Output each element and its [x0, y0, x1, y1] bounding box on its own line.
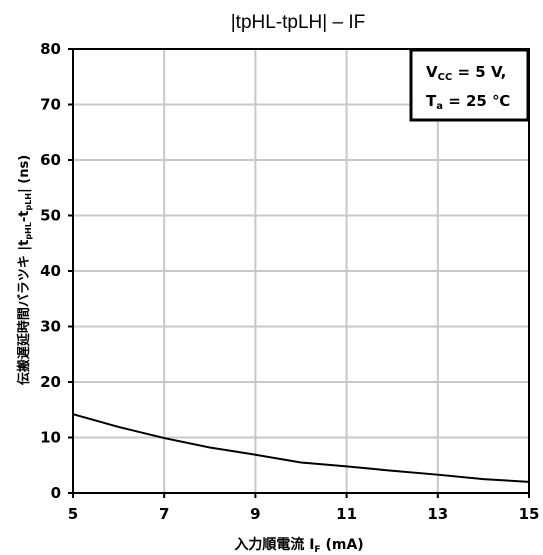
annotation-line2-subscript: a [436, 101, 443, 112]
y-tick-label-8: 80 [40, 40, 61, 58]
y-axis-label-mid: -t [17, 211, 32, 223]
tick-labels: 5 7 9 11 13 15 0 10 20 30 40 50 60 70 80 [40, 40, 539, 523]
x-axis-label-main: 入力順電流 I [234, 536, 314, 553]
x-tick-label-3: 11 [336, 505, 357, 523]
y-axis-label: 伝搬遅延時間バラツキ |tpHL-tpLH| (ns) [16, 155, 33, 385]
x-axis-label: 入力順電流 IF (mA) [234, 536, 363, 555]
series-line-0 [72, 413, 530, 483]
condition-annotation: VCC = 5 V, Ta = 25 ℃ [409, 48, 530, 122]
y-axis-label-unit: | (ns) [17, 155, 32, 193]
series-layer [72, 413, 530, 483]
y-axis-label-subscript-2: pLH [24, 193, 33, 211]
y-tick-label-4: 40 [40, 262, 61, 280]
y-axis-label-subscript-1: pHL [24, 222, 33, 240]
svg-text:VCC = 5 V,: VCC = 5 V, [426, 63, 506, 83]
x-tick-label-0: 5 [68, 505, 78, 523]
y-tick-label-5: 50 [40, 207, 61, 225]
y-tick-label-0: 0 [51, 484, 61, 502]
x-axis-label-subscript: F [314, 545, 320, 555]
y-tick-label-2: 20 [40, 373, 61, 391]
y-tick-label-1: 10 [40, 429, 61, 447]
axes-layer [68, 48, 530, 498]
annotation-line1-subscript: CC [438, 72, 453, 83]
y-tick-label-6: 60 [40, 151, 61, 169]
y-axis-label-main: 伝搬遅延時間バラツキ |t [16, 240, 32, 386]
x-tick-label-5: 15 [519, 505, 540, 523]
chart-title: |tpHL-tpLH| – IF [231, 12, 365, 33]
svg-text:Ta = 25 ℃: Ta = 25 ℃ [426, 92, 510, 112]
x-tick-label-2: 9 [250, 505, 260, 523]
x-tick-label-4: 13 [427, 505, 448, 523]
x-tick-label-1: 7 [159, 505, 169, 523]
annotation-line1-suffix: = 5 V, [452, 63, 506, 81]
annotation-line2-prefix: T [426, 92, 437, 110]
y-tick-label-7: 70 [40, 96, 61, 114]
annotation-line2-suffix: = 25 ℃ [443, 92, 510, 110]
y-tick-label-3: 30 [40, 318, 61, 336]
annotation-line1-prefix: V [426, 63, 438, 81]
x-axis-label-unit: (mA) [321, 537, 364, 553]
